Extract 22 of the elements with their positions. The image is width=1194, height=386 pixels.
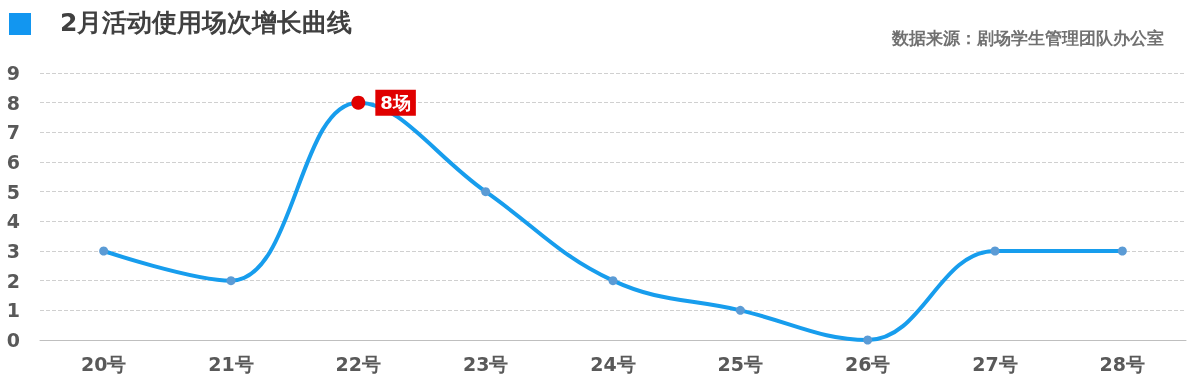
- y-tick-label: 4: [6, 210, 20, 233]
- y-tick-label: 6: [6, 151, 20, 173]
- x-tick-label: 22号: [335, 352, 382, 375]
- x-tick-label: 26号: [844, 352, 891, 375]
- y-tick-label: 3: [6, 240, 20, 262]
- y-tick-label: 2: [6, 269, 20, 292]
- x-tick-label: 25号: [717, 352, 764, 375]
- annotation: 8场: [380, 92, 411, 114]
- x-tick-label: 27号: [972, 352, 1018, 375]
- x-tick-label: 21号: [208, 352, 254, 375]
- y-tick-label: 5: [6, 180, 20, 203]
- chart-title: 2月活动使用场次增长曲线: [60, 7, 353, 39]
- x-tick-label: 23号: [462, 352, 509, 375]
- y-tick-label: 8: [6, 91, 20, 114]
- source-note: 数据来源：剧场学生管理团队办公室: [892, 27, 1164, 50]
- x-tick-label: 24号: [590, 352, 636, 375]
- x-tick-label: 28号: [1099, 352, 1146, 375]
- y-tick-label: 1: [6, 299, 20, 322]
- y-tick-label: 9: [6, 62, 20, 84]
- y-tick-label: 0: [6, 329, 20, 351]
- x-tick-label: 20号: [80, 352, 127, 375]
- y-tick-label: 7: [6, 121, 20, 144]
